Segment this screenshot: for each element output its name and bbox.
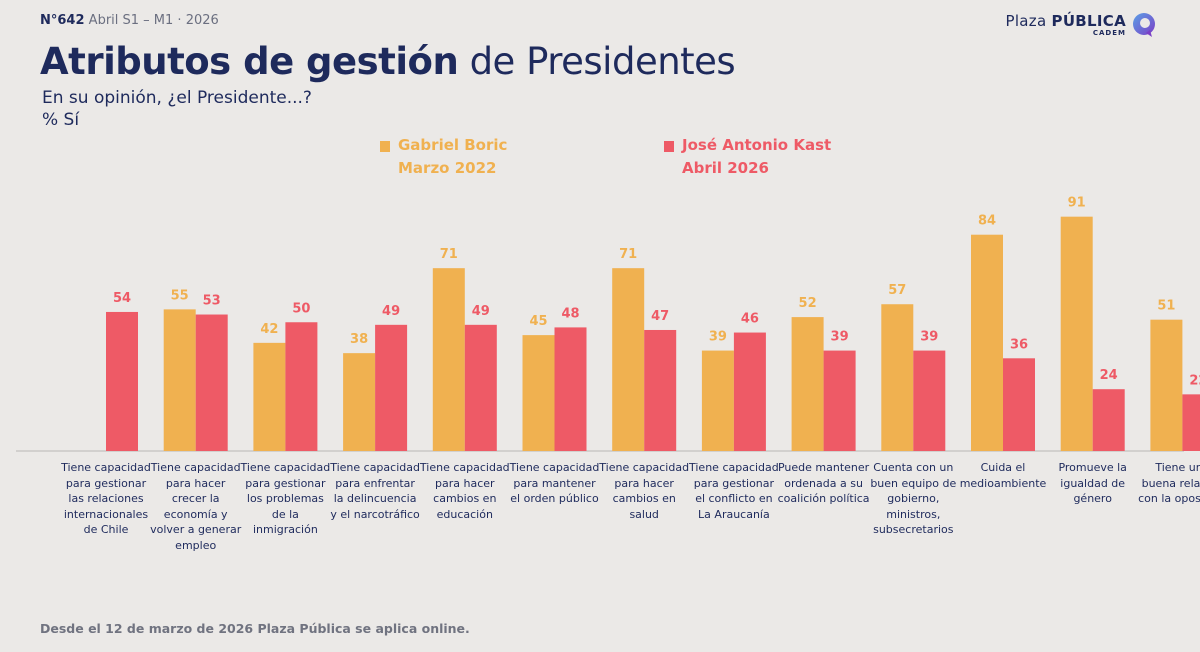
data-label-boric-9: 52 <box>799 296 817 311</box>
data-label-boric-12: 91 <box>1068 196 1086 211</box>
unit-label: % Sí <box>42 110 80 130</box>
category-label-7: Tiene capacidad para hacer cambios en sa… <box>599 461 690 521</box>
category-label-2: Tiene capacidad para hacer crecer la eco… <box>150 461 242 552</box>
data-label-boric-6: 45 <box>529 314 547 329</box>
legend-kast-date: Abril 2026 <box>682 159 769 177</box>
bar-boric-6 <box>522 335 555 451</box>
data-label-boric-8: 39 <box>709 330 727 345</box>
legend-kast: José Antonio Kast Abril 2026 <box>664 136 832 180</box>
bar-kast-8 <box>733 332 766 451</box>
data-label-kast-11: 36 <box>1010 337 1028 352</box>
data-label-boric-7: 71 <box>619 247 637 262</box>
brand-name: Plaza PÚBLICA <box>1005 11 1126 30</box>
data-label-boric-5: 71 <box>440 247 458 262</box>
bar-kast-10 <box>913 350 946 451</box>
data-label-kast-1: 54 <box>113 291 131 306</box>
legend-kast-swatch <box>664 141 674 152</box>
bar-boric-10 <box>881 304 914 451</box>
bar-kast-3 <box>285 322 318 451</box>
brand-logo: Plaza PÚBLICA CADEM <box>1005 12 1156 38</box>
category-label-1: Tiene capacidad para gestionar las relac… <box>61 461 151 536</box>
data-label-kast-8: 46 <box>741 312 759 327</box>
bar-kast-2 <box>195 314 228 451</box>
bar-boric-11 <box>971 234 1003 451</box>
data-label-boric-13: 51 <box>1157 299 1175 314</box>
footnote: Desde el 12 de marzo de 2026 Plaza Públi… <box>40 621 470 636</box>
bar-boric-7 <box>612 268 645 451</box>
bar-boric-12 <box>1060 216 1093 451</box>
bar-boric-4 <box>343 353 376 451</box>
bar-kast-1 <box>106 311 138 451</box>
legend-boric-swatch <box>380 141 390 152</box>
title-regular: de Presidentes <box>469 40 736 83</box>
data-label-kast-9: 39 <box>831 330 849 345</box>
data-label-kast-7: 47 <box>651 309 669 324</box>
legend-boric-name: Gabriel Boric <box>398 136 508 154</box>
bar-kast-5 <box>464 324 497 451</box>
category-label-11: Cuida el medioambiente <box>959 461 1047 490</box>
bar-kast-6 <box>554 327 587 451</box>
category-label-13: Tiene una buena relación con la oposició… <box>1138 461 1200 505</box>
category-label-8: Tiene capacidad para gestionar el confli… <box>689 461 779 521</box>
issue-number: N°642 <box>40 13 85 28</box>
legend-boric: Gabriel Boric Marzo 2022 <box>380 136 508 180</box>
brand-name-bold: PÚBLICA <box>1051 11 1126 30</box>
data-label-kast-12: 24 <box>1100 368 1118 383</box>
bar-kast-11 <box>1003 358 1035 451</box>
page-title: Atributos de gestión de Presidentes <box>40 40 736 83</box>
bar-boric-5 <box>432 268 465 451</box>
bar-kast-9 <box>823 350 856 451</box>
data-label-boric-3: 42 <box>260 322 278 337</box>
bar-kast-7 <box>644 329 677 451</box>
legend-kast-name: José Antonio Kast <box>682 136 832 154</box>
data-label-kast-2: 53 <box>203 294 221 309</box>
survey-question: En su opinión, ¿el Presidente...? <box>42 88 312 108</box>
bar-boric-9 <box>791 317 824 451</box>
category-label-10: Cuenta con un buen equipo de gobierno, m… <box>870 461 957 536</box>
brand-sub: CADEM <box>1092 28 1126 37</box>
data-label-boric-10: 57 <box>888 283 906 298</box>
bar-boric-8 <box>701 350 734 451</box>
title-bold: Atributos de gestión <box>40 40 459 83</box>
data-label-kast-5: 49 <box>472 304 490 319</box>
bar-kast-13 <box>1182 394 1200 451</box>
category-label-12: Promueve la igualdad de género <box>1058 461 1127 505</box>
data-label-kast-3: 50 <box>292 301 310 316</box>
bar-boric-2 <box>163 309 196 451</box>
category-label-6: Tiene capacidad para mantener el orden p… <box>509 461 600 505</box>
data-label-kast-13: 22 <box>1189 373 1200 388</box>
bar-boric-3 <box>253 342 286 451</box>
category-label-5: Tiene capacidad para hacer cambios en ed… <box>419 461 510 521</box>
category-label-3: Tiene capacidad para gestionar los probl… <box>240 461 331 536</box>
legend-boric-date: Marzo 2022 <box>398 159 497 177</box>
survey-issue-line: N°642 Abril S1 – M1 · 2026 <box>40 13 219 28</box>
bar-boric-13 <box>1150 319 1183 451</box>
category-label-9: Puede mantener ordenada a su coalición p… <box>777 461 870 505</box>
data-label-boric-4: 38 <box>350 332 368 347</box>
brand-name-light: Plaza <box>1005 11 1047 30</box>
bar-kast-4 <box>375 324 408 451</box>
bar-kast-12 <box>1092 389 1125 451</box>
data-label-kast-10: 39 <box>920 330 938 345</box>
issue-period: Abril S1 – M1 · 2026 <box>88 13 219 28</box>
data-label-boric-11: 84 <box>978 214 996 229</box>
data-label-boric-2: 55 <box>171 288 189 303</box>
data-label-kast-4: 49 <box>382 304 400 319</box>
category-label-4: Tiene capacidad para enfrentar la delinc… <box>330 461 420 521</box>
data-label-kast-6: 48 <box>561 306 579 321</box>
speech-bubble-logo-icon <box>1133 13 1155 37</box>
